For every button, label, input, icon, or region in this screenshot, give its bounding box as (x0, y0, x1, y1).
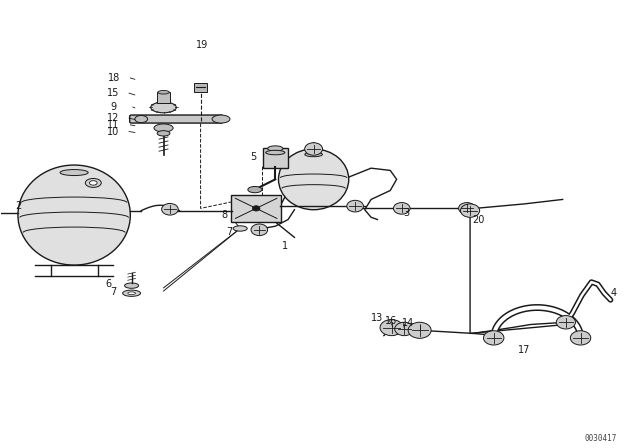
Text: 6: 6 (105, 279, 111, 289)
Ellipse shape (85, 178, 101, 187)
Text: 0030417: 0030417 (585, 434, 617, 443)
Text: 12: 12 (107, 113, 119, 123)
Circle shape (305, 143, 323, 155)
Circle shape (408, 322, 431, 338)
Ellipse shape (151, 102, 176, 113)
Ellipse shape (128, 292, 136, 295)
Text: 2: 2 (15, 201, 22, 211)
Circle shape (556, 315, 575, 329)
Ellipse shape (278, 149, 349, 210)
Circle shape (162, 203, 178, 215)
Text: 15: 15 (107, 88, 119, 98)
Ellipse shape (123, 290, 141, 296)
Ellipse shape (60, 169, 88, 176)
Text: 14: 14 (402, 318, 414, 328)
Text: 19: 19 (196, 40, 208, 50)
Ellipse shape (268, 146, 283, 151)
Ellipse shape (90, 181, 97, 185)
Text: 9: 9 (110, 102, 116, 112)
Text: 1: 1 (282, 241, 288, 251)
Text: 10: 10 (107, 126, 119, 137)
FancyBboxPatch shape (231, 195, 282, 222)
Text: 13: 13 (371, 313, 383, 323)
Circle shape (380, 319, 403, 336)
FancyBboxPatch shape (157, 92, 170, 103)
Circle shape (395, 322, 414, 336)
Text: 17: 17 (518, 345, 531, 355)
Text: 7: 7 (110, 287, 116, 297)
Ellipse shape (18, 165, 131, 265)
Ellipse shape (158, 90, 170, 94)
Text: 3: 3 (403, 208, 409, 218)
Ellipse shape (248, 186, 262, 193)
Circle shape (459, 202, 475, 214)
Ellipse shape (125, 283, 139, 289)
Ellipse shape (154, 124, 173, 132)
Ellipse shape (212, 115, 230, 123)
FancyBboxPatch shape (194, 83, 207, 92)
Circle shape (483, 331, 504, 345)
Circle shape (570, 331, 591, 345)
Text: 20: 20 (472, 215, 484, 224)
Circle shape (252, 206, 260, 211)
Text: 11: 11 (107, 120, 119, 130)
FancyBboxPatch shape (262, 148, 288, 168)
Text: 18: 18 (108, 73, 120, 83)
Ellipse shape (233, 226, 247, 231)
Ellipse shape (266, 151, 285, 155)
Ellipse shape (157, 131, 170, 136)
Ellipse shape (305, 152, 323, 157)
Circle shape (461, 204, 479, 217)
Ellipse shape (135, 116, 148, 123)
Text: 16: 16 (385, 316, 397, 326)
Circle shape (347, 200, 364, 212)
Text: 7: 7 (226, 227, 232, 237)
FancyBboxPatch shape (130, 115, 223, 123)
Circle shape (251, 224, 268, 236)
Text: 5: 5 (250, 152, 256, 162)
Text: 4: 4 (611, 288, 617, 298)
Text: 8: 8 (221, 210, 227, 220)
Circle shape (394, 202, 410, 214)
